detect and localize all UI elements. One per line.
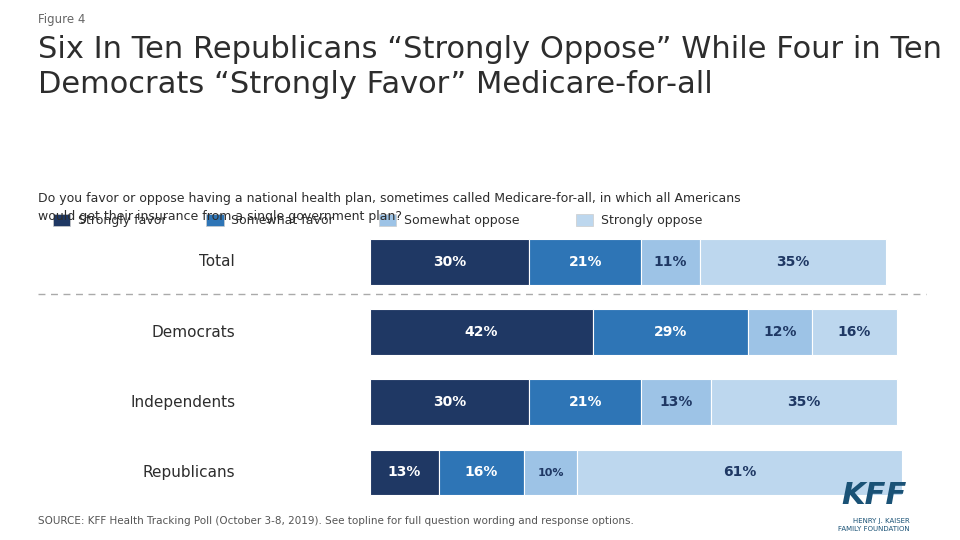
Bar <box>370 239 530 285</box>
Bar <box>577 449 902 496</box>
Text: Republicans: Republicans <box>143 465 235 480</box>
Text: Somewhat oppose: Somewhat oppose <box>404 214 519 227</box>
Text: Strongly favor: Strongly favor <box>78 214 166 227</box>
Text: Total: Total <box>200 254 235 269</box>
Text: Six In Ten Republicans “Strongly Oppose” While Four in Ten
Democrats “Strongly F: Six In Ten Republicans “Strongly Oppose”… <box>38 35 943 99</box>
Text: 16%: 16% <box>465 465 498 480</box>
Text: 42%: 42% <box>465 325 498 339</box>
Bar <box>641 379 710 426</box>
Text: SOURCE: KFF Health Tracking Poll (October 3-8, 2019). See topline for full quest: SOURCE: KFF Health Tracking Poll (Octobe… <box>38 516 635 526</box>
Bar <box>812 309 897 355</box>
Bar <box>529 239 641 285</box>
Bar <box>439 449 524 496</box>
Text: 21%: 21% <box>568 395 602 409</box>
Bar <box>576 214 593 226</box>
Text: HENRY J. KAISER
FAMILY FOUNDATION: HENRY J. KAISER FAMILY FOUNDATION <box>838 518 910 532</box>
Text: 30%: 30% <box>433 255 467 269</box>
Text: 12%: 12% <box>763 325 797 339</box>
Text: 21%: 21% <box>568 255 602 269</box>
Text: Figure 4: Figure 4 <box>38 14 85 26</box>
Bar <box>700 239 886 285</box>
Bar <box>370 449 439 496</box>
Bar <box>379 214 396 226</box>
Bar <box>370 309 593 355</box>
Bar <box>370 379 530 426</box>
Text: 16%: 16% <box>838 325 871 339</box>
Bar <box>748 309 812 355</box>
Text: Strongly oppose: Strongly oppose <box>601 214 703 227</box>
Text: 13%: 13% <box>660 395 693 409</box>
Text: 10%: 10% <box>538 468 564 477</box>
Bar <box>710 379 897 426</box>
Text: 30%: 30% <box>433 395 467 409</box>
Text: 13%: 13% <box>388 465 420 480</box>
Text: Somewhat favor: Somewhat favor <box>231 214 334 227</box>
Text: Do you favor or oppose having a national health plan, sometimes called Medicare-: Do you favor or oppose having a national… <box>38 192 741 222</box>
Text: 11%: 11% <box>654 255 687 269</box>
Bar <box>524 449 577 496</box>
Text: 35%: 35% <box>777 255 810 269</box>
Bar <box>53 214 70 226</box>
Bar <box>641 239 700 285</box>
Text: Independents: Independents <box>130 395 235 410</box>
Bar <box>206 214 224 226</box>
Text: 35%: 35% <box>787 395 821 409</box>
Text: 61%: 61% <box>723 465 756 480</box>
Bar <box>593 309 748 355</box>
Text: 29%: 29% <box>654 325 687 339</box>
Text: KFF: KFF <box>842 481 907 510</box>
Text: Democrats: Democrats <box>152 325 235 340</box>
Bar <box>529 379 641 426</box>
